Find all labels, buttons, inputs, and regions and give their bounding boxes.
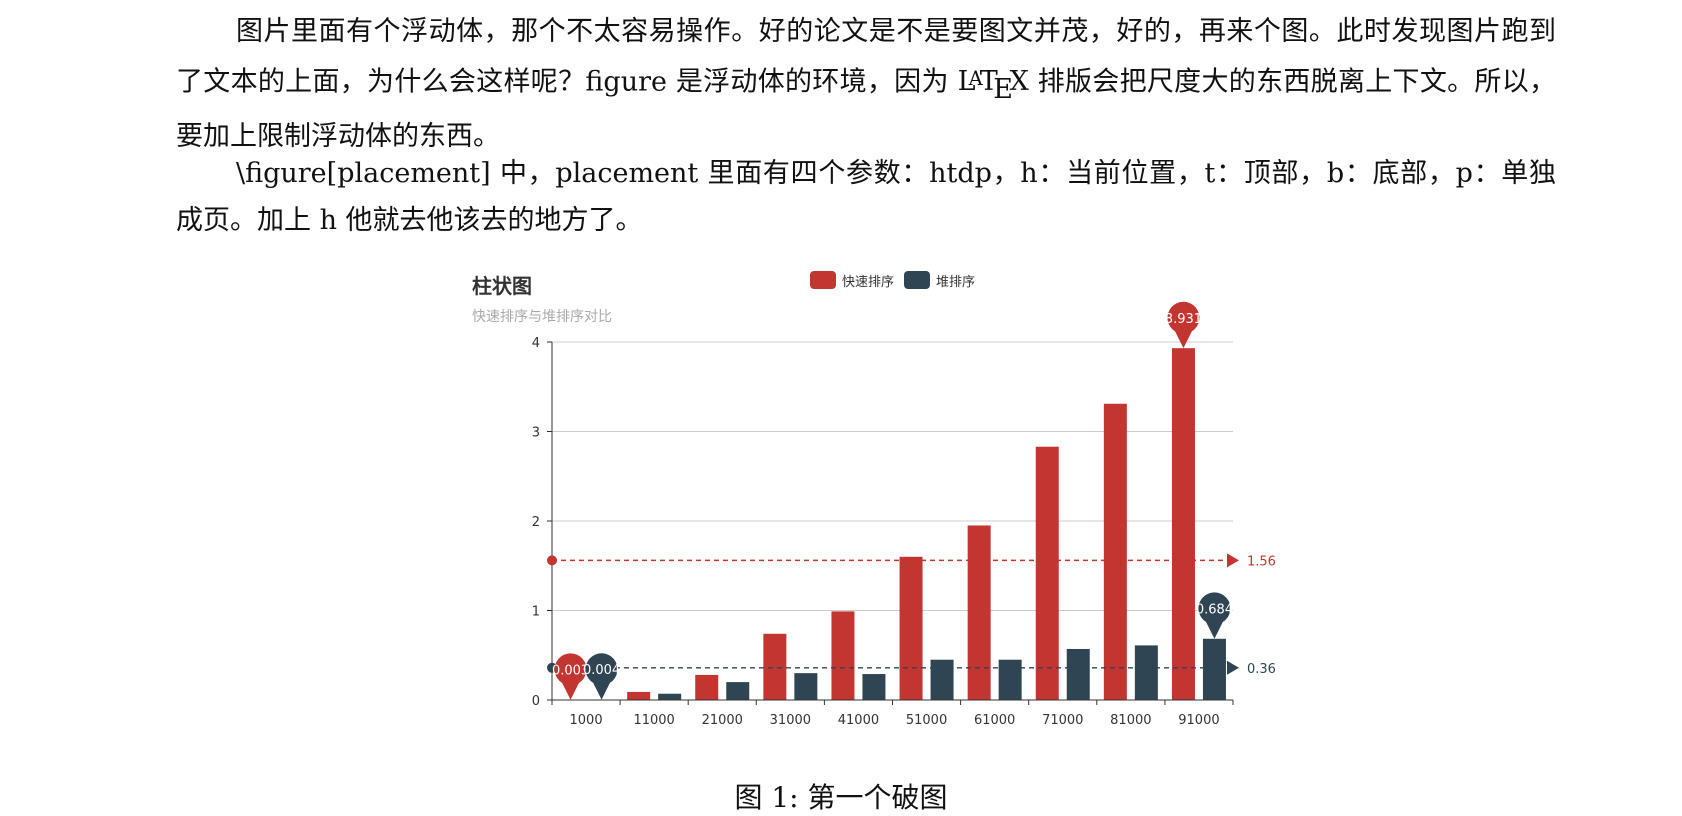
x-tick-label: 71000: [1042, 713, 1083, 728]
x-tick-label: 31000: [770, 713, 811, 728]
x-tick-label: 61000: [974, 713, 1015, 728]
latex-letter-e: E: [993, 73, 1013, 105]
legend-label: 快速排序: [842, 275, 894, 290]
mark-point-pin: [554, 653, 587, 700]
latex-letter-t: T: [979, 66, 998, 98]
latex-letter-l: L: [957, 66, 976, 98]
x-tick-label: 41000: [838, 713, 879, 728]
bar: [899, 556, 923, 700]
y-tick-label: 1: [532, 605, 540, 620]
paragraph-1-text-a: 图片里面有个浮动体，那个不太容易操作。好的论文是不是要图文并茂，好的，再来个图。…: [176, 16, 1556, 98]
bar: [998, 659, 1022, 700]
x-tick-label: 11000: [633, 713, 674, 728]
bar: [967, 525, 991, 700]
paragraph-float-intro: 图片里面有个浮动体，那个不太容易操作。好的论文是不是要图文并茂，好的，再来个图。…: [176, 8, 1556, 160]
latex-letter-x: X: [1009, 66, 1029, 98]
mark-lines: 1.56 0.36: [547, 553, 1276, 677]
y-tick-label: 3: [532, 426, 540, 441]
mark-line-arrow: [1227, 553, 1239, 568]
bar: [1134, 645, 1158, 700]
legend-swatch: [810, 271, 836, 289]
mark-point-label: 0.003: [552, 663, 589, 678]
paragraph-1-text-b: 排版会把尺度大的东西脱离上下文。所以，要加上限制浮动体的东西。: [176, 66, 1556, 152]
mark-point-pin: [1198, 592, 1231, 639]
bar: [831, 611, 855, 700]
bar: [658, 693, 682, 700]
mark-line-arrow: [1227, 660, 1239, 675]
mark-line-start: [547, 662, 557, 673]
bar: [1202, 638, 1226, 700]
grid-lines: [552, 341, 1233, 611]
bar: [1066, 648, 1090, 700]
chart-subtitle: 快速排序与堆排序对比: [472, 309, 612, 325]
bar: [763, 633, 787, 700]
x-tick-label: 51000: [906, 713, 947, 728]
figure-caption: 图 1: 第一个破图: [734, 781, 948, 814]
bar: [862, 674, 886, 700]
mark-line-label: 0.36: [1247, 662, 1276, 677]
x-tick-label: 81000: [1110, 713, 1151, 728]
latex-letter-a: A: [968, 67, 983, 90]
chart-title: 柱状图: [472, 274, 532, 298]
legend: 快速排序 堆排序: [810, 271, 975, 290]
bar: [627, 691, 651, 700]
legend-swatch: [904, 271, 930, 289]
bar: [1103, 403, 1127, 700]
bars: [559, 348, 1226, 701]
latex-logo: LATEX: [957, 66, 1029, 105]
x-tick-label: 91000: [1178, 713, 1219, 728]
mark-point-pin: [585, 653, 618, 700]
mark-point-label: 0.004: [583, 663, 620, 678]
mark-line-start: [547, 555, 557, 566]
mark-point-label: 3.931: [1165, 312, 1202, 327]
legend-label: 堆排序: [936, 275, 975, 290]
bar: [1035, 446, 1059, 700]
mark-point-label: 0.684: [1196, 602, 1233, 617]
mark-point-pin: [1167, 301, 1200, 349]
y-tick-label: 4: [532, 336, 540, 351]
bar: [1171, 348, 1195, 700]
x-tick-label: 1000: [570, 713, 603, 728]
y-tick-label: 0: [532, 694, 540, 709]
paragraph-placement: \figure[placement] 中，placement 里面有四个参数：h…: [176, 158, 1556, 236]
y-tick-label: 2: [532, 515, 540, 530]
x-tick-label: 21000: [702, 713, 743, 728]
bar: [695, 674, 719, 700]
bar: [794, 673, 818, 700]
bar: [726, 682, 750, 700]
mark-line-label: 1.56: [1247, 554, 1276, 569]
bar: [930, 659, 954, 700]
